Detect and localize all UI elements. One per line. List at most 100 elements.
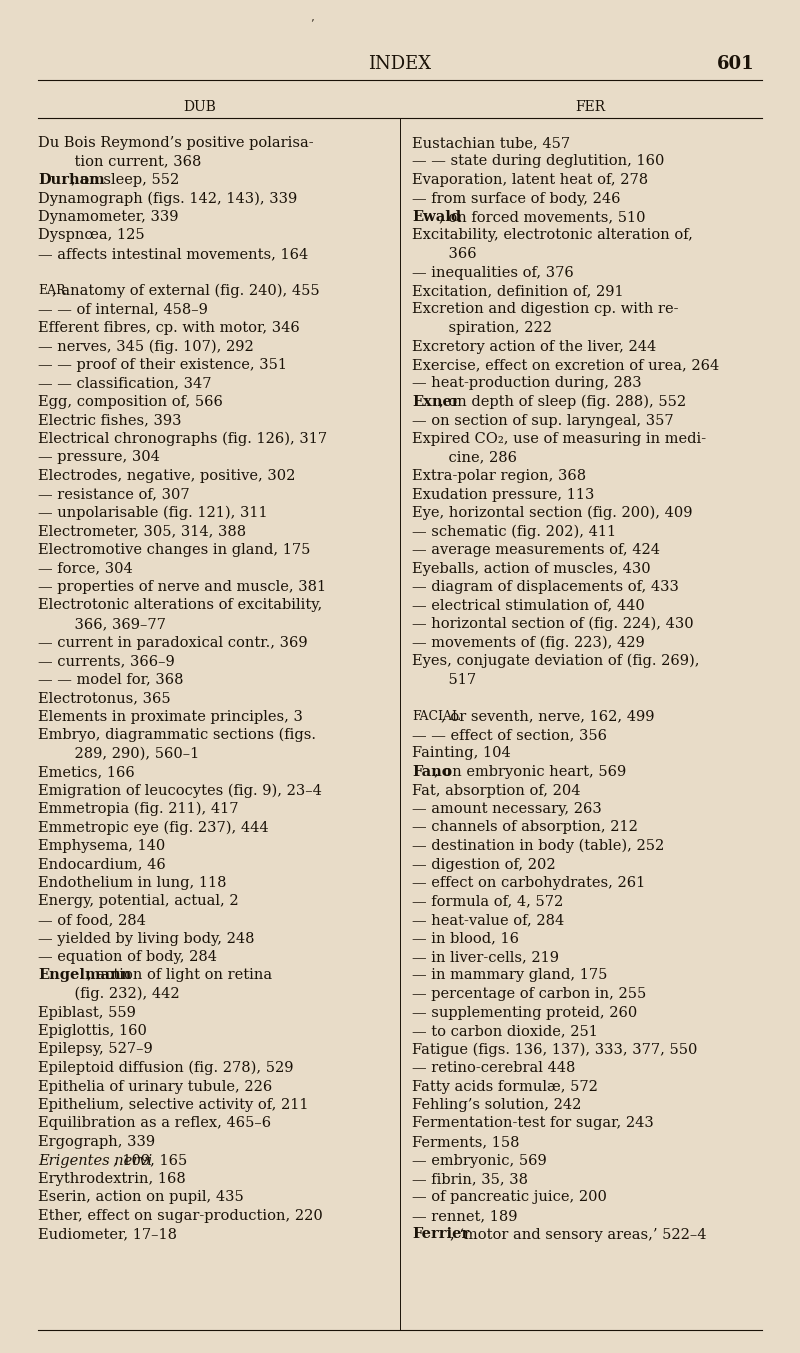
Text: — percentage of carbon in, 255: — percentage of carbon in, 255: [412, 986, 646, 1001]
Text: Electrotonus, 365: Electrotonus, 365: [38, 691, 170, 705]
Text: — yielded by living body, 248: — yielded by living body, 248: [38, 931, 254, 946]
Text: — properties of nerve and muscle, 381: — properties of nerve and muscle, 381: [38, 580, 326, 594]
Text: Emphysema, 140: Emphysema, 140: [38, 839, 166, 852]
Text: Engelmann: Engelmann: [38, 969, 131, 982]
Text: Emmetropic eye (fig. 237), 444: Emmetropic eye (fig. 237), 444: [38, 820, 269, 835]
Text: — — proof of their existence, 351: — — proof of their existence, 351: [38, 359, 287, 372]
Text: 366, 369–77: 366, 369–77: [56, 617, 166, 630]
Text: Ether, effect on sugar-production, 220: Ether, effect on sugar-production, 220: [38, 1210, 322, 1223]
Text: — schematic (fig. 202), 411: — schematic (fig. 202), 411: [412, 525, 616, 538]
Text: Epilepsy, 527–9: Epilepsy, 527–9: [38, 1043, 153, 1057]
Text: — digestion of, 202: — digestion of, 202: [412, 858, 556, 871]
Text: Electric fishes, 393: Electric fishes, 393: [38, 414, 182, 428]
Text: FER: FER: [575, 100, 605, 114]
Text: Ergograph, 339: Ergograph, 339: [38, 1135, 155, 1149]
Text: FACIAL: FACIAL: [412, 709, 460, 723]
Text: Electromotive changes in gland, 175: Electromotive changes in gland, 175: [38, 543, 310, 557]
Text: — amount necessary, 263: — amount necessary, 263: [412, 802, 602, 816]
Text: — formula of, 4, 572: — formula of, 4, 572: [412, 894, 563, 908]
Text: — of pancreatic juice, 200: — of pancreatic juice, 200: [412, 1191, 607, 1204]
Text: Emetics, 166: Emetics, 166: [38, 764, 134, 779]
Text: — current in paradoxical contr., 369: — current in paradoxical contr., 369: [38, 636, 308, 649]
Text: — channels of absorption, 212: — channels of absorption, 212: [412, 820, 638, 835]
Text: Energy, potential, actual, 2: Energy, potential, actual, 2: [38, 894, 238, 908]
Text: , on embryonic heart, 569: , on embryonic heart, 569: [434, 764, 626, 779]
Text: Exner: Exner: [412, 395, 460, 409]
Text: — — effect of section, 356: — — effect of section, 356: [412, 728, 607, 741]
Text: — affects intestinal movements, 164: — affects intestinal movements, 164: [38, 248, 308, 261]
Text: Exudation pressure, 113: Exudation pressure, 113: [412, 487, 594, 502]
Text: Fatigue (figs. 136, 137), 333, 377, 550: Fatigue (figs. 136, 137), 333, 377, 550: [412, 1043, 698, 1057]
Text: Ewald: Ewald: [412, 210, 461, 225]
Text: Endothelium in lung, 118: Endothelium in lung, 118: [38, 875, 226, 890]
Text: Elements in proximate principles, 3: Elements in proximate principles, 3: [38, 709, 303, 724]
Text: Fermentation-test for sugar, 243: Fermentation-test for sugar, 243: [412, 1116, 654, 1131]
Text: — fibrin, 35, 38: — fibrin, 35, 38: [412, 1172, 528, 1187]
Text: Epiblast, 559: Epiblast, 559: [38, 1005, 136, 1020]
Text: — — state during deglutition, 160: — — state during deglutition, 160: [412, 154, 664, 169]
Text: DUB: DUB: [183, 100, 217, 114]
Text: Dynamometer, 339: Dynamometer, 339: [38, 210, 178, 225]
Text: — in liver-cells, 219: — in liver-cells, 219: [412, 950, 559, 963]
Text: Epithelium, selective activity of, 211: Epithelium, selective activity of, 211: [38, 1099, 309, 1112]
Text: — diagram of displacements of, 433: — diagram of displacements of, 433: [412, 580, 679, 594]
Text: — rennet, 189: — rennet, 189: [412, 1210, 518, 1223]
Text: 517: 517: [430, 672, 476, 686]
Text: Eye, horizontal section (fig. 200), 409: Eye, horizontal section (fig. 200), 409: [412, 506, 693, 521]
Text: — supplementing proteid, 260: — supplementing proteid, 260: [412, 1005, 638, 1020]
Text: , action of light on retina: , action of light on retina: [87, 969, 272, 982]
Text: Emigration of leucocytes (fig. 9), 23–4: Emigration of leucocytes (fig. 9), 23–4: [38, 783, 322, 798]
Text: Exercise, effect on excretion of urea, 264: Exercise, effect on excretion of urea, 2…: [412, 359, 719, 372]
Text: Fehling’s solution, 242: Fehling’s solution, 242: [412, 1099, 582, 1112]
Text: — to carbon dioxide, 251: — to carbon dioxide, 251: [412, 1024, 598, 1038]
Text: INDEX: INDEX: [369, 55, 431, 73]
Text: 366: 366: [430, 248, 477, 261]
Text: Epileptoid diffusion (fig. 278), 529: Epileptoid diffusion (fig. 278), 529: [38, 1061, 294, 1076]
Text: Eudiometer, 17–18: Eudiometer, 17–18: [38, 1227, 177, 1242]
Text: Eyes, conjugate deviation of (fig. 269),: Eyes, conjugate deviation of (fig. 269),: [412, 653, 699, 668]
Text: Epithelia of urinary tubule, 226: Epithelia of urinary tubule, 226: [38, 1080, 272, 1093]
Text: Extra-polar region, 368: Extra-polar region, 368: [412, 469, 586, 483]
Text: — — model for, 368: — — model for, 368: [38, 672, 183, 686]
Text: — of food, 284: — of food, 284: [38, 913, 146, 927]
Text: — horizontal section of (fig. 224), 430: — horizontal section of (fig. 224), 430: [412, 617, 694, 632]
Text: — pressure, 304: — pressure, 304: [38, 451, 160, 464]
Text: Endocardium, 46: Endocardium, 46: [38, 858, 166, 871]
Text: Expired CO₂, use of measuring in medi-: Expired CO₂, use of measuring in medi-: [412, 432, 706, 446]
Text: , 109, 165: , 109, 165: [113, 1154, 187, 1168]
Text: — from surface of body, 246: — from surface of body, 246: [412, 192, 621, 206]
Text: — unpolarisable (fig. 121), 311: — unpolarisable (fig. 121), 311: [38, 506, 268, 521]
Text: Dyspnœa, 125: Dyspnœa, 125: [38, 229, 145, 242]
Text: — effect on carbohydrates, 261: — effect on carbohydrates, 261: [412, 875, 646, 890]
Text: — electrical stimulation of, 440: — electrical stimulation of, 440: [412, 598, 645, 613]
Text: Excretory action of the liver, 244: Excretory action of the liver, 244: [412, 340, 656, 353]
Text: , on depth of sleep (fig. 288), 552: , on depth of sleep (fig. 288), 552: [439, 395, 686, 410]
Text: tion current, 368: tion current, 368: [56, 154, 202, 169]
Text: — equation of body, 284: — equation of body, 284: [38, 950, 217, 963]
Text: — nerves, 345 (fig. 107), 292: — nerves, 345 (fig. 107), 292: [38, 340, 254, 354]
Text: — embryonic, 569: — embryonic, 569: [412, 1154, 546, 1168]
Text: — inequalities of, 376: — inequalities of, 376: [412, 265, 574, 280]
Text: 601: 601: [718, 55, 755, 73]
Text: Evaporation, latent heat of, 278: Evaporation, latent heat of, 278: [412, 173, 648, 187]
Text: — currents, 366–9: — currents, 366–9: [38, 653, 174, 668]
Text: Excretion and digestion cp. with re-: Excretion and digestion cp. with re-: [412, 303, 678, 317]
Text: — heat-value of, 284: — heat-value of, 284: [412, 913, 564, 927]
Text: Du Bois Reymond’s positive polarisa-: Du Bois Reymond’s positive polarisa-: [38, 137, 314, 150]
Text: — on section of sup. laryngeal, 357: — on section of sup. laryngeal, 357: [412, 414, 674, 428]
Text: — movements of (fig. 223), 429: — movements of (fig. 223), 429: [412, 636, 645, 649]
Text: — average measurements of, 424: — average measurements of, 424: [412, 543, 660, 557]
Text: Eustachian tube, 457: Eustachian tube, 457: [412, 137, 570, 150]
Text: Emmetropia (fig. 211), 417: Emmetropia (fig. 211), 417: [38, 802, 238, 816]
Text: — destination in body (table), 252: — destination in body (table), 252: [412, 839, 664, 854]
Text: Durham: Durham: [38, 173, 105, 187]
Text: — retino-cerebral 448: — retino-cerebral 448: [412, 1061, 575, 1076]
Text: Egg, composition of, 566: Egg, composition of, 566: [38, 395, 223, 409]
Text: Eyeballs, action of muscles, 430: Eyeballs, action of muscles, 430: [412, 561, 650, 575]
Text: EAR: EAR: [38, 284, 66, 298]
Text: Embryo, diagrammatic sections (figs.: Embryo, diagrammatic sections (figs.: [38, 728, 316, 743]
Text: Excitation, definition of, 291: Excitation, definition of, 291: [412, 284, 624, 298]
Text: Electrometer, 305, 314, 388: Electrometer, 305, 314, 388: [38, 525, 246, 538]
Text: Erigentes nervi: Erigentes nervi: [38, 1154, 152, 1168]
Text: Excitability, electrotonic alteration of,: Excitability, electrotonic alteration of…: [412, 229, 693, 242]
